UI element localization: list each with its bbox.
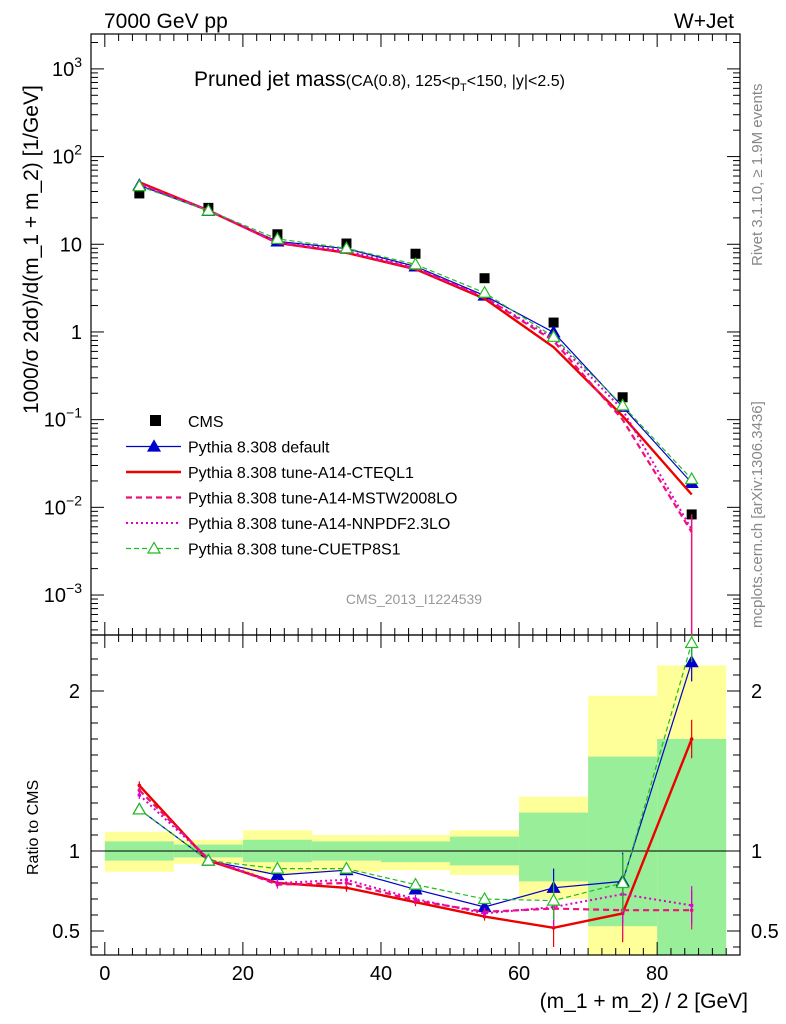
cms-data-point [479, 273, 490, 284]
main-panel-series [132, 178, 699, 635]
x-tick-label: 20 [232, 963, 254, 985]
plot-title: Pruned jet mass(CA(0.8), 125<pT<150, |y|… [194, 68, 565, 94]
ratio-series-point [137, 783, 142, 788]
legend: CMS Pythia 8.308 default Pythia 8.308 tune… [126, 414, 457, 559]
legend-label: CMS [188, 414, 224, 431]
legend-label: Pythia 8.308 tune-CUETP8S1 [188, 542, 401, 559]
series-marker [408, 257, 423, 270]
x-tick-label: 80 [646, 963, 668, 985]
x-tick-label: 60 [508, 963, 530, 985]
x-tick-label: 0 [99, 963, 110, 985]
title-main: Pruned jet mass [194, 68, 346, 91]
series-marker [615, 398, 630, 411]
y-tick-label: 103 [52, 54, 82, 81]
y-tick-label: 10 [60, 234, 82, 256]
series-line [139, 185, 693, 480]
ratio-series-point [689, 737, 694, 741]
y-tick-label: 10−2 [44, 492, 82, 519]
ratio-series-marker [615, 875, 630, 889]
title-cuts-b: <150, |y|<2.5) [467, 73, 565, 90]
stat-uncertainty-band [380, 841, 451, 863]
legend-label: Pythia 8.308 default [188, 440, 330, 457]
legend-marker-cms [150, 415, 161, 426]
y-tick-label-base: 10 [52, 147, 74, 169]
series-marker [684, 471, 699, 485]
ratio-panel-series [132, 635, 699, 947]
ratio-y-tick-label: 0.5 [52, 921, 80, 943]
series-marker [201, 203, 216, 216]
legend-label: Pythia 8.308 tune-A14-NNPDF2.3LO [188, 516, 450, 533]
y-tick-label: 102 [52, 142, 82, 169]
cms-data-point [410, 248, 421, 259]
ratio-series-point [344, 886, 349, 890]
ratio-series-point [137, 788, 142, 792]
legend-label: Pythia 8.308 tune-A14-MSTW2008LO [188, 491, 457, 508]
y-axis-title: 1000/σ 2dσ)/d(m_1 + m_2) [1/GeV] [20, 85, 43, 414]
y-tick-label-base: 10 [44, 585, 66, 607]
ratio-series-marker [684, 635, 699, 649]
energy-label: 7000 GeV pp [104, 10, 228, 33]
ratio-panel-frame [90, 634, 741, 956]
series-line [139, 184, 693, 484]
title-cuts-sub: T [460, 82, 467, 94]
ratio-y-tick-label-right: 2 [751, 681, 762, 703]
analysis-tag: CMS_2013_I1224539 [346, 591, 482, 607]
series-marker [339, 241, 354, 254]
rivet-label: Rivet 3.1.10, ≥ 1.9M events [749, 84, 766, 267]
ratio-series-point [137, 793, 142, 797]
y-tick-label-exp: −3 [66, 580, 82, 596]
legend-marker [146, 541, 162, 554]
y-tick-label-exp: 2 [74, 142, 82, 158]
process-label: W+Jet [674, 10, 734, 33]
cms-data-point [548, 317, 559, 328]
cms-data-point [134, 188, 145, 199]
mcplots-label: mcplots.cern.ch [arXiv:1306.3436] [749, 401, 766, 628]
ratio-series-line [138, 642, 693, 902]
y-tick-label-base: 10 [44, 497, 66, 519]
y-tick-label-exp: −1 [66, 405, 82, 421]
x-axis-title: (m_1 + m_2) / 2 [GeV] [540, 990, 748, 1013]
y-tick-label-base: 10 [44, 410, 66, 432]
ratio-series-point [482, 911, 487, 916]
ratio-series-point [413, 897, 418, 901]
ratio-series-point [344, 878, 349, 882]
ratio-uncertainty-bands [104, 665, 727, 955]
series-marker [477, 285, 492, 298]
ratio-series-point [689, 903, 694, 908]
ratio-y-axis-title: Ratio to CMS [25, 780, 42, 875]
y-tick-label: 10−3 [44, 580, 82, 607]
x-tick-label: 40 [370, 963, 392, 985]
y-tick-label-exp: −2 [66, 492, 82, 508]
ratio-y-tick-label-right: 1 [751, 841, 762, 863]
legend-label: Pythia 8.308 tune-A14-CTEQL1 [188, 465, 414, 482]
ratio-panel-axes: 0.5 0.51 12 20 20 40 60 80 [52, 635, 779, 985]
y-tick-label: 10−1 [44, 405, 82, 432]
y-tick-label-exp: 3 [74, 54, 82, 70]
ratio-series-marker [270, 861, 285, 874]
series-marker [270, 231, 285, 245]
ratio-y-tick-label-right: 0.5 [751, 921, 779, 943]
ratio-series-marker [477, 891, 492, 905]
ratio-series-marker [408, 877, 423, 890]
y-tick-label-base: 10 [52, 59, 74, 81]
series-marker [546, 329, 561, 342]
ratio-series-marker [132, 802, 147, 815]
ratio-series-marker [339, 861, 354, 874]
ratio-y-tick-label: 2 [69, 681, 80, 703]
cms-data-point [617, 392, 628, 403]
legend-marker [146, 439, 162, 452]
ratio-series-point [275, 881, 280, 885]
title-cuts-a: (CA(0.8), 125<p [346, 73, 460, 90]
ratio-y-tick-label: 1 [69, 841, 80, 863]
ratio-series-marker [546, 893, 561, 906]
ratio-series-marker [201, 853, 216, 866]
y-tick-label: 1 [71, 322, 82, 344]
series-marker [132, 178, 147, 192]
